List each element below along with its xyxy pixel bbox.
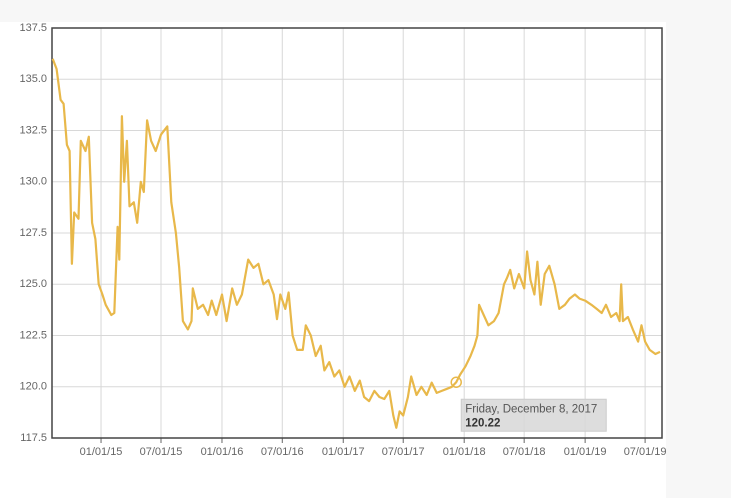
x-tick-label: 01/01/17: [322, 446, 365, 458]
y-tick-label: 132.5: [19, 124, 47, 136]
y-tick-label: 122.5: [19, 329, 47, 341]
tooltip-title: Friday, December 8, 2017: [465, 403, 597, 415]
y-tick-label: 130.0: [19, 176, 47, 188]
side-panel: [666, 0, 731, 498]
tooltip-box: [460, 398, 607, 432]
top-panel: [0, 0, 731, 22]
x-tick-label: 07/01/19: [624, 446, 667, 458]
y-tick-label: 120.0: [19, 381, 47, 393]
y-tick-label: 135.0: [19, 73, 47, 85]
x-tick-label: 07/01/15: [140, 446, 183, 458]
hover-marker: [450, 376, 462, 388]
y-tick-label: 117.5: [20, 432, 47, 444]
y-tick-label: 137.5: [19, 22, 47, 34]
x-tick-label: 01/01/15: [80, 446, 123, 458]
plot-border: [51, 27, 663, 439]
x-tick-label: 01/01/16: [201, 446, 244, 458]
tooltip-value: 120.22: [465, 417, 500, 429]
y-tick-label: 125.0: [19, 278, 47, 290]
tooltip: Friday, December 8, 2017 120.22: [460, 398, 607, 432]
x-tick-label: 07/01/17: [382, 446, 425, 458]
x-tick-label: 01/01/18: [443, 446, 486, 458]
x-tick-label: 01/01/19: [564, 446, 607, 458]
x-tick-label: 07/01/16: [261, 446, 304, 458]
x-tick-label: 07/01/18: [503, 446, 546, 458]
y-tick-label: 127.5: [19, 227, 47, 239]
series-line: [51, 58, 661, 429]
